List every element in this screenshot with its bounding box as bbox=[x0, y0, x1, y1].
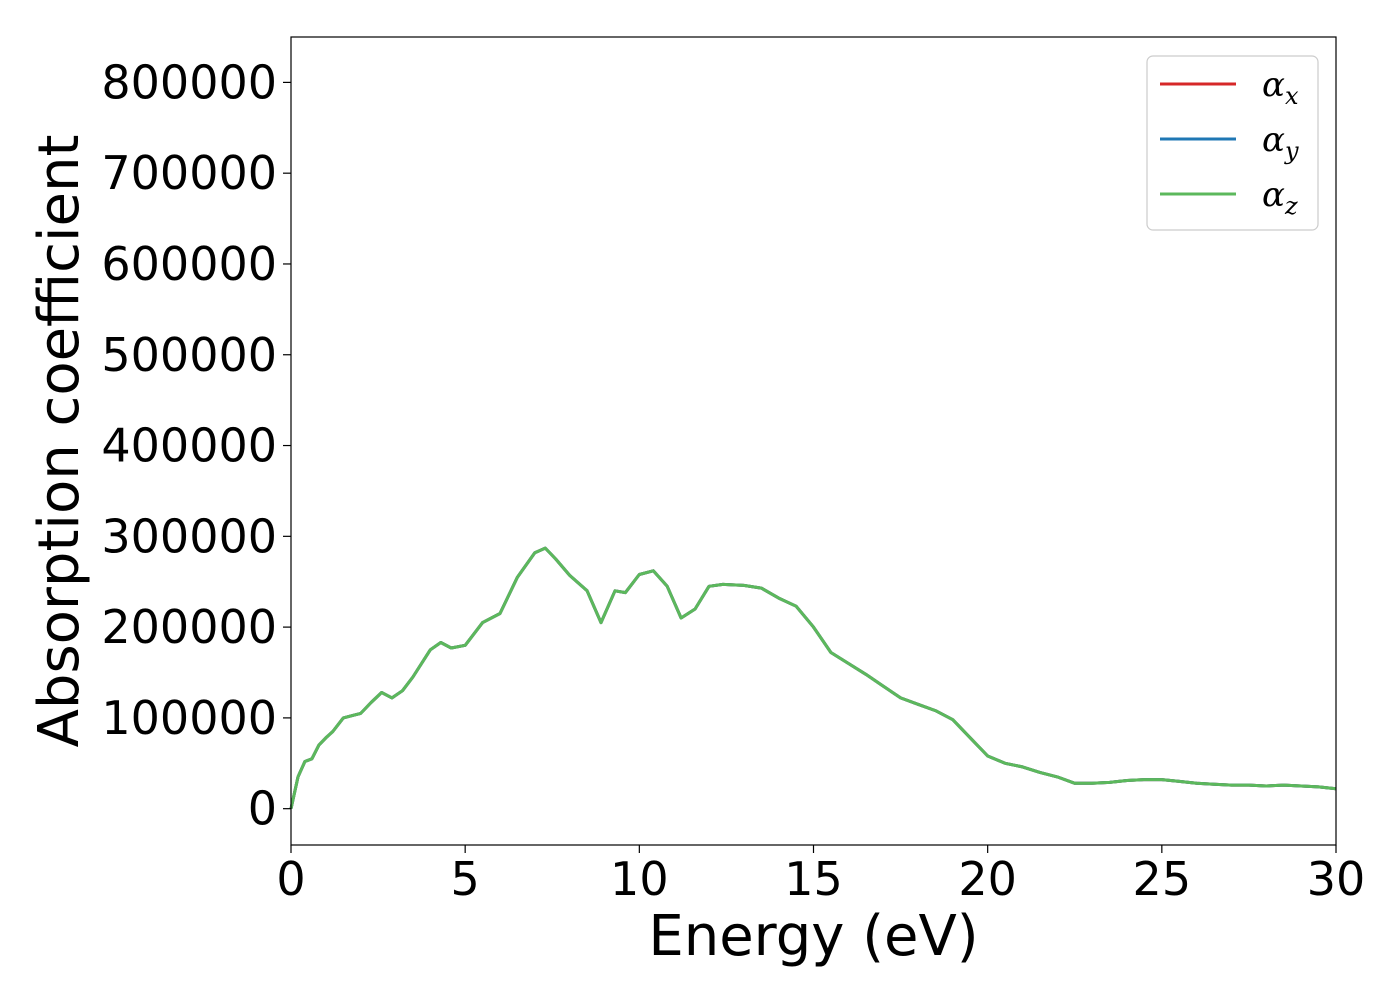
y-tick-label: 0 bbox=[248, 782, 277, 836]
x-axis-title: Energy (eV) bbox=[648, 904, 978, 969]
legend-label: αz bbox=[1262, 175, 1298, 220]
legend: αx αy αz bbox=[1146, 55, 1319, 231]
x-tick-label: 15 bbox=[784, 852, 843, 906]
legend-box bbox=[1146, 55, 1319, 231]
x-tick-label: 0 bbox=[276, 852, 305, 906]
series-line-2 bbox=[289, 546, 1337, 810]
y-tick-label: 100000 bbox=[101, 691, 277, 745]
series-layer bbox=[289, 546, 1337, 810]
x-tick-label: 10 bbox=[610, 852, 669, 906]
y-tick-label: 200000 bbox=[101, 600, 277, 654]
series-line-3 bbox=[289, 546, 1337, 810]
y-tick-label: 400000 bbox=[101, 419, 277, 473]
y-axis-ticks: 0 100000 200000 300000 400000 500000 600000 700… bbox=[101, 55, 291, 836]
x-tick-label: 30 bbox=[1307, 852, 1366, 906]
y-tick-label: 500000 bbox=[101, 328, 277, 382]
y-axis-title: Absorption coefficient bbox=[27, 135, 92, 748]
x-tick-label: 20 bbox=[958, 852, 1017, 906]
series-line-1 bbox=[289, 546, 1337, 810]
legend-label: αx bbox=[1262, 65, 1299, 110]
y-tick-label: 700000 bbox=[101, 146, 277, 200]
x-tick-label: 25 bbox=[1133, 852, 1192, 906]
x-tick-label: 5 bbox=[451, 852, 480, 906]
x-axis-ticks: 0 5 10 15 20 25 30 bbox=[276, 845, 1365, 906]
legend-label: αy bbox=[1262, 120, 1299, 165]
y-tick-label: 800000 bbox=[101, 55, 277, 109]
y-tick-label: 300000 bbox=[101, 509, 277, 563]
y-tick-label: 600000 bbox=[101, 237, 277, 291]
